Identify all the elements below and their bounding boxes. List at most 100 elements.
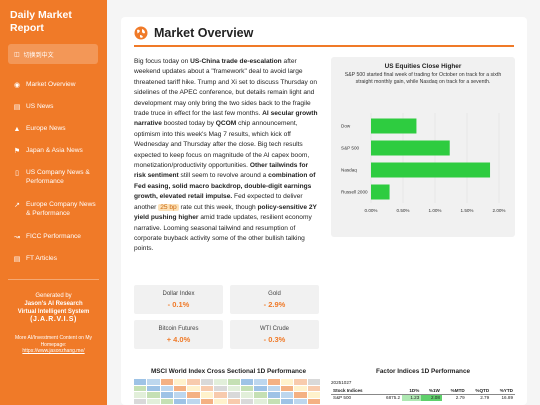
- sidebar-item-label: Market Overview: [26, 81, 76, 88]
- bar: [371, 184, 390, 200]
- card-value: - 2.9%: [263, 300, 286, 309]
- sidebar-item-ficc-performance[interactable]: ↝ FICC Performance: [0, 232, 89, 241]
- article-bold: combination of Fed easing, solid macro b…: [134, 172, 316, 201]
- sidebar-item-label: Japan & Asia News: [26, 147, 83, 154]
- heatmap-cell: [134, 379, 147, 385]
- heatmap-cell: [294, 385, 307, 391]
- y-category-label: Russell 2000: [341, 190, 368, 195]
- page-title: Market Overview: [154, 26, 254, 40]
- heatmap-cell: [147, 398, 160, 404]
- heatmap-cell: [174, 392, 187, 398]
- article-text: Fed expected to deliver another: [134, 193, 303, 211]
- factor-table: 20251027 Stock Indices 1D% %1W %MTD %QTD…: [331, 380, 515, 401]
- sidebar-item-europe-news[interactable]: ▲ Europe News: [0, 124, 74, 133]
- chart-title: US Equities Close Higher: [384, 63, 462, 70]
- heatmap-cell: [134, 385, 147, 391]
- factor-title: Factor Indices 1D Performance: [375, 368, 471, 375]
- heatmap-cell: [227, 398, 240, 404]
- heatmap-cell: [254, 392, 267, 398]
- heatmap-cell: [280, 379, 294, 385]
- article-text: chip announcement, optimism into this we…: [134, 120, 310, 170]
- y-category-label: Nasdaq: [341, 168, 357, 173]
- column-header: %QTD: [466, 387, 492, 395]
- x-tick-label: 0.00%: [364, 208, 377, 213]
- table-cell: 16.89: [501, 395, 514, 401]
- heatmap-cell: [187, 379, 200, 385]
- heatmap-cell: [294, 398, 307, 404]
- us-equities-chart-panel: US Equities Close Higher S&P 500 started…: [331, 57, 515, 237]
- sidebar-item-ft-articles[interactable]: ▤ FT Articles: [0, 254, 65, 263]
- sidebar-item-us-company-news[interactable]: ▯ US Company News & Performance: [0, 168, 107, 186]
- sidebar-item-label: US News: [26, 103, 54, 110]
- heatmap-cell: [160, 379, 174, 385]
- globe-icon: [134, 26, 148, 40]
- article-text: amid trade updates, resilient economy na…: [134, 214, 312, 253]
- heatmap-cell: [160, 392, 174, 398]
- heatmap-cell: [134, 398, 147, 404]
- market-summary-text: Big focus today on US-China trade de-esc…: [134, 57, 321, 255]
- table-cell: 2.08: [421, 394, 442, 401]
- heatmap-cell: [307, 398, 321, 404]
- x-tick-label: 2.00%: [492, 208, 505, 213]
- y-category-label: Dow: [341, 124, 351, 129]
- heatmap-cell: [294, 392, 307, 398]
- card-dollar-index: Dollar Index - 0.1%: [134, 285, 223, 314]
- heatmap-row: [134, 392, 321, 398]
- article-icon: ▤: [13, 255, 21, 263]
- line-chart-icon: ↝: [14, 233, 20, 241]
- heatmap-row: [134, 398, 321, 404]
- heatmap-cell: [160, 385, 174, 391]
- heatmap-cell: [254, 385, 267, 391]
- column-header: %MTD: [441, 387, 467, 395]
- sidebar-item-market-overview[interactable]: ◉ Market Overview: [0, 80, 83, 89]
- jarvis-label: (J.A.R.V.I.S): [30, 316, 77, 323]
- table-cell: 2.79: [480, 395, 490, 401]
- card-value: - 0.3%: [263, 335, 286, 344]
- page-header: Market Overview: [134, 26, 253, 40]
- heatmap-cell: [240, 385, 254, 391]
- heatmap-cell: [147, 385, 160, 391]
- article-text: after weekend updates about a "framework…: [134, 58, 318, 118]
- card-label: Bitcoin Futures: [158, 326, 199, 332]
- column-header: 1D%: [402, 387, 422, 395]
- sidebar-item-label: Europe Company News & Performance: [26, 201, 96, 217]
- heatmap-cell: [214, 392, 227, 398]
- more-content-text: More AI/Investment Content on My Homepag…: [15, 335, 92, 348]
- table-cell: 6875.2: [386, 395, 401, 401]
- article-text: Big focus today on: [134, 58, 191, 65]
- heatmap-cell: [307, 379, 321, 385]
- heatmap-cell: [160, 398, 174, 404]
- sidebar-item-us-news[interactable]: ▤ US News: [0, 102, 61, 111]
- heatmap-cell: [214, 379, 227, 385]
- article-bold: AI secular growth narrative: [134, 110, 318, 128]
- table-row: S&P 500 6875.2 1.23 2.08 2.79 2.79 16.89: [331, 394, 515, 401]
- rate-cut-highlight: 25 bp: [158, 203, 179, 211]
- msci-title: MSCI World Index Cross Sectional 1D Perf…: [150, 368, 307, 375]
- card-label: Dollar Index: [162, 291, 195, 297]
- sidebar-item-label: FT Articles: [26, 255, 58, 262]
- homepage-link[interactable]: https://www.jasonzhang.me/: [22, 348, 85, 354]
- table-cell: S&P 500: [333, 395, 352, 401]
- sidebar-item-label: FICC Performance: [26, 233, 81, 240]
- bar: [371, 140, 450, 156]
- article-bold: Other tailwinds for risk sentiment: [134, 162, 309, 180]
- main-content: Market Overview Big focus today on US-Ch…: [121, 17, 527, 405]
- y-category-label: S&P 500: [341, 146, 359, 151]
- sidebar-item-japan-asia-news[interactable]: ⚑ Japan & Asia News: [0, 146, 91, 155]
- sidebar-item-europe-company-news[interactable]: ↗ Europe Company News & Performance: [0, 200, 107, 218]
- heatmap-cell: [147, 392, 160, 398]
- heatmap-cell: [187, 398, 200, 404]
- heatmap-row: [134, 385, 321, 391]
- heatmap-cell: [240, 398, 254, 404]
- bar: [371, 162, 491, 178]
- language-toggle-button[interactable]: ◫ 切换到中文: [8, 44, 98, 64]
- news-icon: ▤: [13, 103, 21, 111]
- heatmap-cell: [174, 379, 187, 385]
- heatmap-cell: [174, 385, 187, 391]
- card-value: + 4.0%: [166, 335, 191, 344]
- title-divider: [134, 45, 514, 47]
- generated-by-label: Generated by: [35, 293, 72, 299]
- article-bold: QCOM: [215, 120, 237, 128]
- column-header: Stock Indices: [331, 387, 378, 395]
- column-header: %1W: [421, 387, 442, 395]
